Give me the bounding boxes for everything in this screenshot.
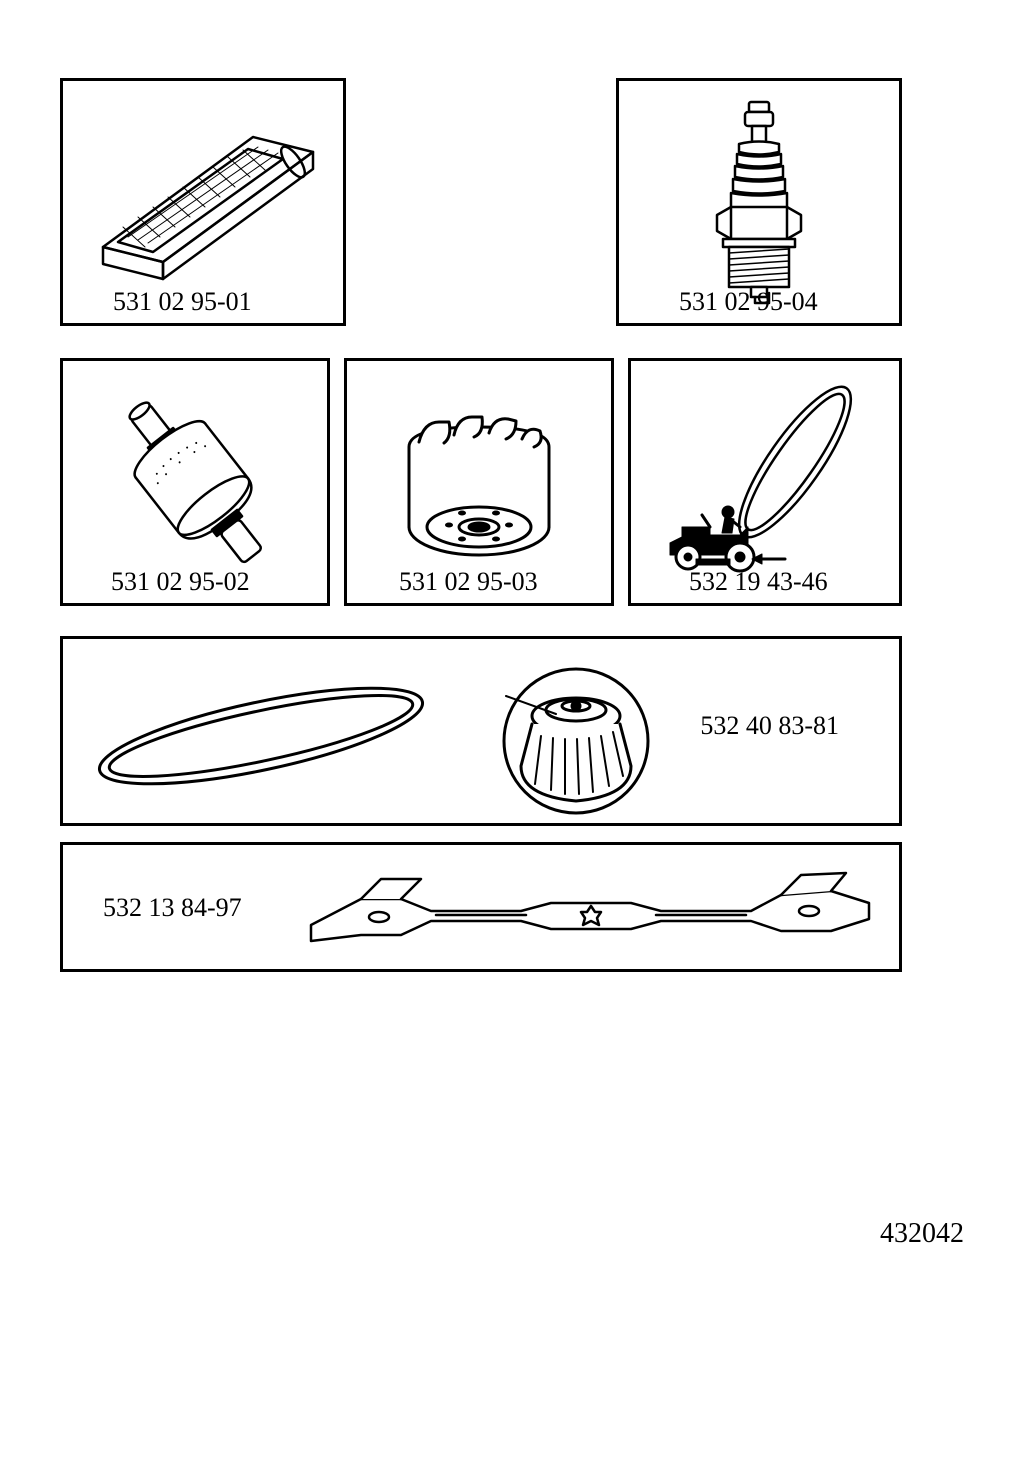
air-filter-icon	[83, 107, 323, 297]
oil-filter-icon	[374, 387, 584, 577]
part-cell-air-filter: 531 02 95-01	[60, 78, 346, 326]
part-number-label: 531 02 95-02	[111, 567, 250, 597]
part-number-label: 531 02 95-04	[679, 287, 818, 317]
drive-belt-icon	[640, 377, 890, 587]
fuel-filter-icon	[85, 382, 305, 582]
part-cell-oil-filter: 531 02 95-03	[344, 358, 614, 606]
part-number-label: 532 13 84-97	[103, 893, 242, 923]
part-cell-drive-belt: 532 19 43-46	[628, 358, 902, 606]
drawing-number: 432042	[880, 1218, 964, 1250]
part-number-label: 532 40 83-81	[700, 711, 839, 741]
part-cell-spark-plug: 531 02 95-04	[616, 78, 902, 326]
part-number-label: 531 02 95-03	[399, 567, 538, 597]
part-cell-deck-belt: 532 40 83-81	[60, 636, 902, 826]
mower-blade-icon	[301, 855, 881, 965]
part-number-label: 531 02 95-01	[113, 287, 252, 317]
spark-plug-icon	[689, 97, 829, 307]
part-number-label: 532 19 43-46	[689, 567, 828, 597]
part-cell-fuel-filter: 531 02 95-02	[60, 358, 330, 606]
part-cell-mower-blade: 532 13 84-97	[60, 842, 902, 972]
